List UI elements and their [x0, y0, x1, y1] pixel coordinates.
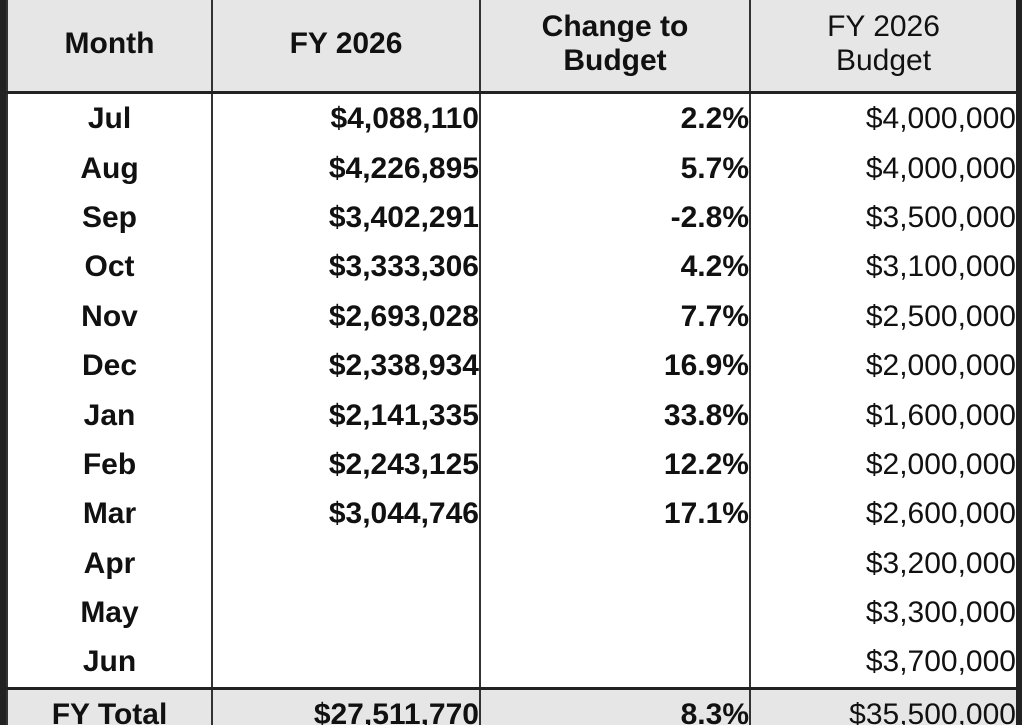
- header-change-to-budget: Change to Budget: [479, 0, 751, 94]
- cell-change: 5.7%: [479, 143, 751, 193]
- table-row: Feb $2,243,125 12.2% $2,000,000: [6, 439, 1016, 490]
- header-change-line2: Budget: [563, 43, 667, 77]
- table-header: Month FY 2026 Change to Budget FY 2026 Bud…: [6, 0, 1016, 94]
- header-budget-line2: Budget: [835, 43, 932, 77]
- cell-fy-2026: $3,044,746: [211, 489, 481, 539]
- cell-change: 17.1%: [479, 489, 751, 539]
- header-fy-2026: FY 2026: [211, 0, 481, 94]
- cell-budget: $4,000,000: [749, 143, 1016, 193]
- cell-month: Sep: [6, 192, 213, 243]
- cell-change: 7.7%: [479, 291, 751, 341]
- cell-budget: $4,000,000: [749, 92, 1016, 144]
- cell-fy-2026: [211, 587, 481, 638]
- cell-month: Aug: [6, 143, 213, 193]
- total-row: FY Total $27,511,770 8.3% $35,500,000: [6, 686, 1016, 725]
- cell-month: Dec: [6, 340, 213, 391]
- table-row: Sep $3,402,291 -2.8% $3,500,000: [6, 192, 1016, 243]
- cell-budget: $2,000,000: [749, 439, 1016, 490]
- cell-fy-2026: [211, 637, 481, 689]
- total-budget: $35,500,000: [749, 686, 1016, 725]
- cell-budget: $2,600,000: [749, 489, 1016, 539]
- table-row: Aug $4,226,895 5.7% $4,000,000: [6, 143, 1016, 193]
- cell-fy-2026: $2,141,335: [211, 390, 481, 440]
- table-row: May $3,300,000: [6, 587, 1016, 638]
- cell-fy-2026: $2,338,934: [211, 340, 481, 391]
- table-body: Jul $4,088,110 2.2% $4,000,000 Aug $4,22…: [6, 92, 1016, 725]
- total-label: FY Total: [6, 686, 213, 725]
- cell-month: Mar: [6, 489, 213, 539]
- cell-change: 4.2%: [479, 242, 751, 292]
- total-change: 8.3%: [479, 686, 751, 725]
- table-row: Dec $2,338,934 16.9% $2,000,000: [6, 340, 1016, 391]
- cell-change: 2.2%: [479, 92, 751, 144]
- cell-fy-2026: $2,243,125: [211, 439, 481, 490]
- total-fy-2026: $27,511,770: [211, 686, 481, 725]
- cell-budget: $3,700,000: [749, 637, 1016, 689]
- cell-budget: $2,500,000: [749, 291, 1016, 341]
- cell-change: [479, 637, 751, 689]
- table-row: Jun $3,700,000: [6, 637, 1016, 689]
- cell-month: Apr: [6, 538, 213, 588]
- cell-month: Jul: [6, 92, 213, 144]
- header-row: Month FY 2026 Change to Budget FY 2026 Bud…: [6, 0, 1016, 94]
- cell-budget: $1,600,000: [749, 390, 1016, 440]
- table-row: Oct $3,333,306 4.2% $3,100,000: [6, 242, 1016, 292]
- cell-fy-2026: $3,333,306: [211, 242, 481, 292]
- cell-month: Nov: [6, 291, 213, 341]
- cell-change: 33.8%: [479, 390, 751, 440]
- cell-budget: $2,000,000: [749, 340, 1016, 391]
- cell-fy-2026: [211, 538, 481, 588]
- header-month: Month: [6, 0, 213, 94]
- cell-month: Feb: [6, 439, 213, 490]
- cell-month: Oct: [6, 242, 213, 292]
- cell-budget: $3,300,000: [749, 587, 1016, 638]
- cell-change: 12.2%: [479, 439, 751, 490]
- cell-fy-2026: $4,088,110: [211, 92, 481, 144]
- cell-month: Jun: [6, 637, 213, 689]
- cell-change: 16.9%: [479, 340, 751, 391]
- table-row: Jan $2,141,335 33.8% $1,600,000: [6, 390, 1016, 440]
- cell-budget: $3,200,000: [749, 538, 1016, 588]
- table-row: Apr $3,200,000: [6, 538, 1016, 588]
- cell-change: -2.8%: [479, 192, 751, 243]
- cell-fy-2026: $2,693,028: [211, 291, 481, 341]
- cell-fy-2026: $3,402,291: [211, 192, 481, 243]
- cell-fy-2026: $4,226,895: [211, 143, 481, 193]
- table-row: Nov $2,693,028 7.7% $2,500,000: [6, 291, 1016, 341]
- cell-budget: $3,100,000: [749, 242, 1016, 292]
- table-row: Mar $3,044,746 17.1% $2,600,000: [6, 489, 1016, 539]
- header-budget-line1: FY 2026: [827, 9, 940, 43]
- table-row: Jul $4,088,110 2.2% $4,000,000: [6, 92, 1016, 144]
- budget-table: Month FY 2026 Change to Budget FY 2026 Bud…: [6, 0, 1016, 725]
- header-change-line1: Change to: [541, 9, 689, 43]
- header-fy-2026-budget: FY 2026 Budget: [749, 0, 1016, 94]
- cell-month: Jan: [6, 390, 213, 440]
- cell-budget: $3,500,000: [749, 192, 1016, 243]
- cell-change: [479, 587, 751, 638]
- cell-month: May: [6, 587, 213, 638]
- cell-change: [479, 538, 751, 588]
